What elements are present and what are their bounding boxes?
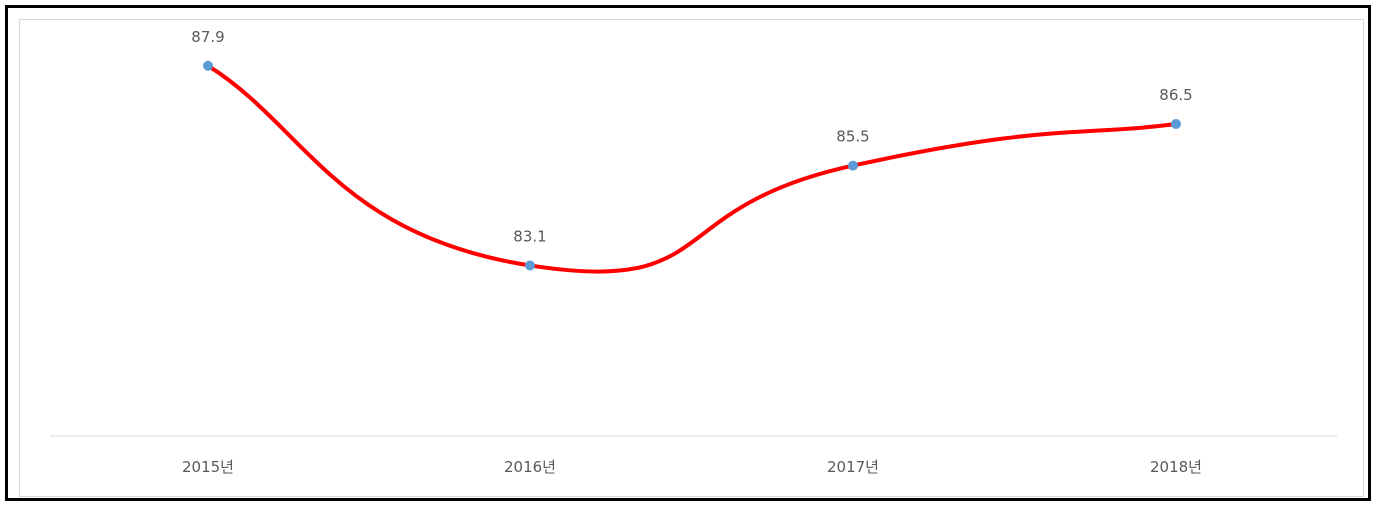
x-tick-label-4: 2018년 xyxy=(1150,458,1202,476)
data-label-1: 87.9 xyxy=(191,28,224,46)
x-tick-labels: 2015년 2016년 2017년 2018년 xyxy=(182,458,1202,476)
data-markers xyxy=(203,60,1181,271)
series-line xyxy=(206,63,1178,274)
data-point-3 xyxy=(848,160,858,171)
x-tick-label-3: 2017년 xyxy=(827,458,879,476)
data-point-2 xyxy=(525,260,535,271)
data-label-4: 86.5 xyxy=(1159,86,1192,104)
x-tick-label-2: 2016년 xyxy=(504,458,556,476)
data-labels: 87.9 83.1 85.5 86.5 xyxy=(191,28,1192,246)
data-point-4 xyxy=(1171,119,1181,129)
data-label-2: 83.1 xyxy=(513,227,546,245)
data-label-3: 85.5 xyxy=(836,128,869,146)
data-point-1 xyxy=(203,60,213,71)
chart-area xyxy=(19,19,1364,497)
x-tick-label-1: 2015년 xyxy=(182,458,234,476)
